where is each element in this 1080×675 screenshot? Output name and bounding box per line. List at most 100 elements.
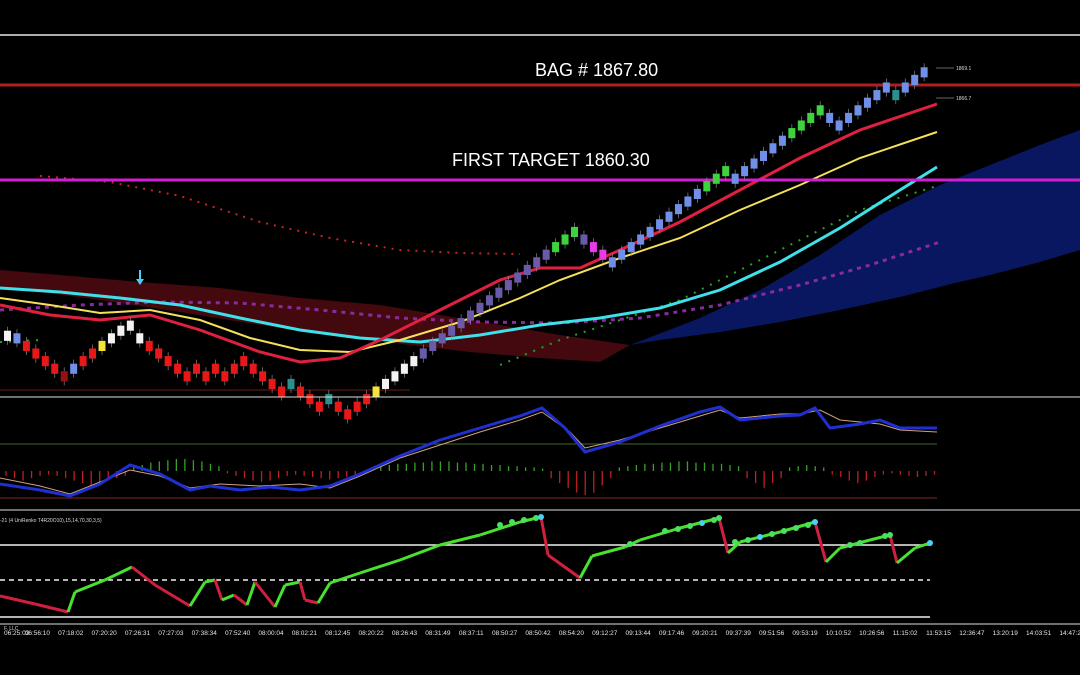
renko-brick [79,356,87,367]
oscillator-segment [591,545,626,558]
renko-brick [334,401,342,412]
renko-brick [863,97,871,108]
renko-brick [703,181,711,192]
renko-brick [731,173,739,184]
oscillator-signal-dot [781,528,787,534]
price-label-low: 1866.7 [956,96,972,102]
oscillator-signal-dot [711,517,717,523]
oscillator-segment [245,581,257,606]
renko-brick [363,394,371,405]
renko-brick [778,135,786,146]
oscillator-signal-dot [805,522,811,528]
renko-brick [410,356,418,367]
renko-brick [60,371,68,382]
red-dotted-line [39,175,521,255]
time-tick-label: 12:36:47 [959,630,985,637]
renko-brick [240,356,248,367]
renko-brick [278,386,286,397]
oscillator-signal-dot [927,540,933,546]
red-moving-average [0,102,938,364]
renko-brick [306,394,314,405]
time-tick-label: 10:26:56 [859,630,885,637]
time-tick-label: 09:53:19 [792,630,818,637]
oscillator-signal-dot [882,533,888,539]
time-tick-label: 09:13:44 [625,630,651,637]
time-tick-label: 10:10:52 [826,630,852,637]
renko-brick [835,120,843,131]
renko-brick [89,348,97,359]
oscillator-segment [273,584,287,608]
renko-brick [684,196,692,207]
renko-brick [741,166,749,177]
renko-brick [580,234,588,245]
time-tick-label: 07:27:03 [158,630,184,637]
macd-main-line [0,405,937,498]
renko-brick [325,394,333,405]
renko-brick [826,112,834,123]
bag-label: BAG # 1867.80 [535,60,658,80]
oscillator-title: -21 (4 UniRenko T4R20O10),15,14,70,30,3,… [0,518,102,524]
renko-brick [646,226,654,237]
oscillator-signal-dot [533,515,539,521]
oscillator-segment [0,594,36,606]
oscillator-segment [298,581,307,601]
time-tick-label: 09:12:27 [592,630,618,637]
renko-brick [467,310,475,321]
renko-brick [797,120,805,131]
renko-brick [41,356,49,367]
oscillator-signal-dot [521,517,527,523]
renko-brick [259,371,267,382]
renko-brick [400,363,408,374]
renko-brick [561,234,569,245]
renko-brick [920,67,928,78]
renko-brick [854,105,862,116]
oscillator-segment [839,538,871,550]
time-tick-label: 08:50:27 [492,630,518,637]
time-tick-label: 08:00:04 [258,630,284,637]
renko-brick [13,333,21,344]
cloud-red [0,270,630,362]
oscillator-signal-dot [627,541,633,547]
oscillator-segment [539,516,550,556]
yellow-moving-average [0,131,938,354]
oscillator-signal-dot [675,526,681,532]
renko-brick [788,128,796,139]
oscillator-segment [439,533,481,547]
renko-brick [438,333,446,344]
oscillator-signal-dot [538,514,544,520]
cyan-moving-average [0,165,938,344]
time-tick-label: 08:02:21 [292,630,318,637]
time-tick-label: 11:15:02 [893,630,918,637]
oscillator-signal-dot [769,531,775,537]
oscillator-segment [639,526,681,542]
oscillator-signal-dot [509,519,515,525]
renko-brick [599,249,607,260]
oscillator-segment [74,578,106,594]
renko-brick [760,150,767,161]
renko-brick [268,378,276,389]
renko-bricks-layer [4,63,928,424]
renko-brick [504,280,512,291]
renko-brick [618,249,626,260]
time-tick-label: 09:17:46 [659,630,685,637]
renko-brick [353,401,361,412]
oscillator-line [0,514,933,614]
renko-brick [533,257,541,268]
renko-brick [901,82,909,93]
renko-brick [882,82,890,93]
renko-brick [495,287,503,298]
time-tick-label: 08:31:49 [425,630,451,637]
oscillator-segment [131,565,156,587]
oscillator-segment [726,540,742,555]
renko-brick [391,371,399,382]
renko-brick [419,348,427,359]
down-arrow-signal-icon [136,270,144,285]
time-tick-label: 06:25:03 [4,630,30,637]
renko-brick [656,219,664,230]
renko-brick [193,363,200,374]
time-tick-label: 08:37:11 [459,630,484,637]
macd-histogram [5,459,936,495]
time-tick-label: 14:47:23 [1059,630,1080,637]
